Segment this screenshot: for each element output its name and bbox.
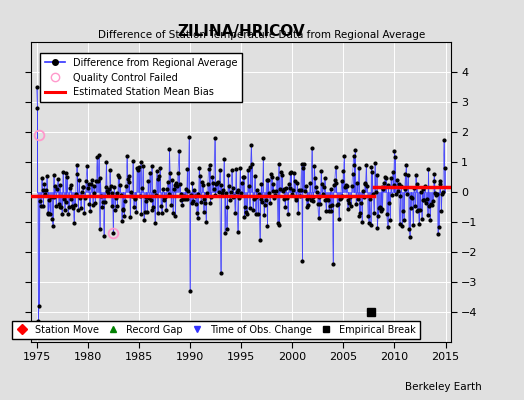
Text: Berkeley Earth: Berkeley Earth: [406, 382, 482, 392]
Text: Difference of Station Temperature Data from Regional Average: Difference of Station Temperature Data f…: [99, 30, 425, 40]
Legend: Station Move, Record Gap, Time of Obs. Change, Empirical Break: Station Move, Record Gap, Time of Obs. C…: [12, 321, 420, 339]
Title: ZILINA/HRICOV: ZILINA/HRICOV: [177, 24, 305, 40]
